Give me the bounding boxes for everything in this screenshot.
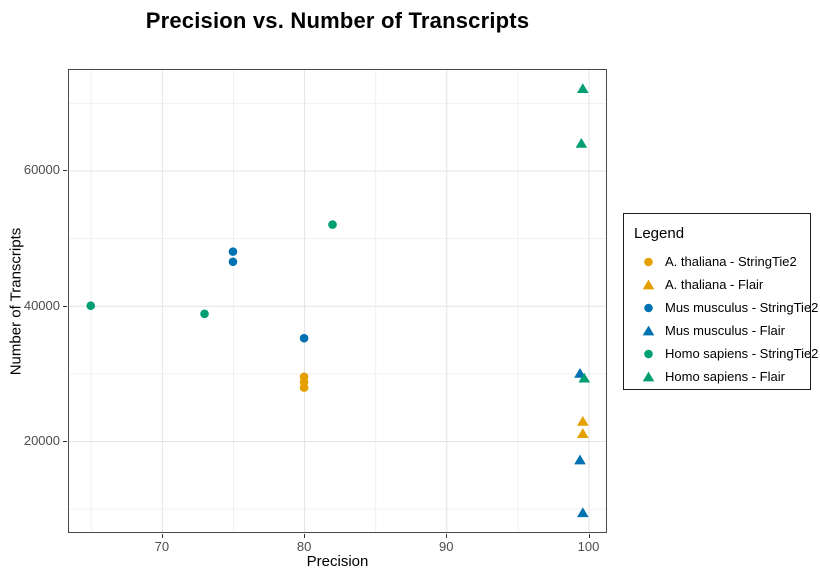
y-tick-label: 60000 (23, 162, 60, 178)
x-tick (304, 534, 306, 538)
x-tick (446, 534, 448, 538)
x-tick-label: 70 (154, 539, 170, 554)
data-point (299, 383, 309, 392)
legend-title: Legend (634, 225, 685, 242)
legend-item-label: Homo sapiens - Flair (665, 369, 785, 384)
legend-item: Mus musculus - StringTie2 (634, 296, 818, 319)
legend: Legend A. thaliana - StringTie2 A. thalia… (623, 213, 818, 390)
plot-panel (68, 69, 607, 533)
circle-marker-icon (644, 257, 653, 266)
data-point (299, 333, 309, 343)
x-tick-label: 80 (296, 539, 312, 554)
y-tick (63, 170, 67, 172)
legend-item: Homo sapiens - StringTie2 (634, 342, 818, 365)
legend-item-label: Mus musculus - Flair (665, 323, 785, 338)
data-point (574, 454, 586, 465)
data-point (328, 220, 337, 229)
data-point (577, 428, 589, 438)
chart-title: Precision vs. Number of Transcripts (145, 8, 530, 33)
data-point (578, 372, 591, 383)
legend-marker-shape (642, 279, 655, 289)
data-point (577, 507, 589, 518)
data-point (577, 415, 589, 426)
legend-marker-shape (642, 325, 655, 335)
legend-item: A. thaliana - Flair (634, 273, 800, 296)
legend-item: Homo sapiens - Flair (634, 365, 800, 388)
y-tick (63, 441, 67, 442)
legend-marker-shape (644, 349, 653, 358)
triangle-marker-icon (642, 279, 655, 289)
legend-marker-shape (642, 371, 655, 381)
x-tick-label: 100 (577, 539, 600, 554)
x-tick (161, 534, 163, 538)
legend-item: A. thaliana - StringTie2 (634, 250, 800, 273)
circle-marker-icon (644, 349, 653, 358)
plot-area-svg (68, 69, 607, 533)
legend-item: Mus musculus - Flair (634, 319, 800, 342)
x-axis-label: Precision (306, 553, 369, 570)
legend-item-label: A. thaliana - StringTie2 (665, 254, 797, 269)
data-point (228, 257, 238, 267)
data-point (575, 138, 588, 148)
x-tick (588, 534, 590, 538)
legend-marker-shape (644, 257, 653, 266)
legend-item-label: Mus musculus - StringTie2 (665, 300, 819, 315)
data-point (200, 309, 209, 319)
triangle-marker-icon (642, 371, 655, 381)
legend-items: A. thaliana - StringTie2 A. thaliana - Fl… (634, 250, 818, 388)
legend-item-label: Homo sapiens - StringTie2 (665, 346, 819, 361)
data-point (228, 247, 238, 256)
y-tick (63, 305, 67, 307)
y-tick-label: 20000 (23, 433, 60, 448)
triangle-marker-icon (642, 325, 655, 335)
data-point (577, 83, 589, 94)
x-tick-label: 90 (439, 539, 454, 554)
y-tick-label: 40000 (23, 297, 60, 313)
y-axis-label: Number of Transcripts (7, 227, 25, 376)
data-point (86, 301, 96, 311)
legend-marker-shape (644, 303, 653, 312)
circle-marker-icon (644, 303, 653, 312)
legend-item-label: A. thaliana - Flair (665, 277, 764, 292)
panel-border (68, 69, 607, 533)
